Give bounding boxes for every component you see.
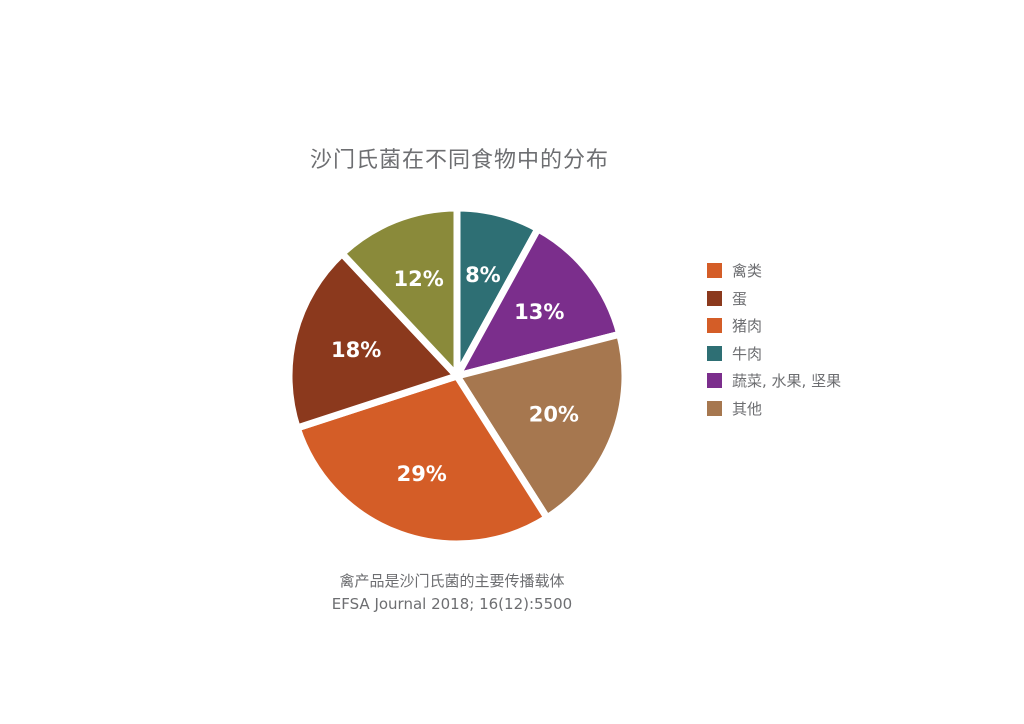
legend: 禽类蛋猪肉牛肉蔬菜, 水果, 坚果 其他 bbox=[707, 259, 841, 425]
chart-caption: 禽产品是沙门氏菌的主要传播载体 EFSA Journal 2018; 16(12… bbox=[290, 570, 614, 616]
legend-swatch bbox=[707, 400, 722, 416]
legend-label: 蔬菜, 水果, 坚果 bbox=[732, 372, 842, 391]
pie-slice-6 bbox=[338, 204, 461, 380]
pie-slice-label-3: 20% bbox=[529, 402, 579, 426]
legend-item-2: 蛋 bbox=[707, 287, 841, 310]
legend-swatch bbox=[707, 263, 722, 278]
legend-label: 禽类 bbox=[732, 262, 763, 280]
pie-slice-label-2: 13% bbox=[514, 300, 564, 324]
legend-label: 猪肉 bbox=[732, 317, 763, 336]
legend-item-3: 猪肉 bbox=[707, 314, 841, 337]
legend-swatch bbox=[707, 318, 722, 334]
legend-swatch bbox=[707, 290, 722, 306]
legend-label: 其他 bbox=[732, 399, 763, 418]
legend-item-1: 禽类 bbox=[707, 259, 841, 282]
pie-slice-5 bbox=[285, 250, 461, 432]
legend-swatch bbox=[707, 345, 722, 361]
caption-line-2: EFSA Journal 2018; 16(12):5500 bbox=[331, 595, 573, 613]
chart-title: 沙门氏菌在不同食物中的分布 bbox=[310, 148, 610, 173]
legend-swatch bbox=[707, 373, 722, 389]
pie-slice-label-6: 12% bbox=[394, 267, 444, 291]
pie-slice-4 bbox=[293, 372, 551, 548]
legend-label: 牛肉 bbox=[732, 344, 763, 363]
caption-line-1: 禽产品是沙门氏菌的主要传播载体 bbox=[339, 572, 565, 590]
pie-slice-label-4: 29% bbox=[397, 462, 447, 486]
pie-slice-label-1: 8% bbox=[465, 263, 501, 287]
legend-label: 蛋 bbox=[732, 289, 748, 308]
pie-slice-3 bbox=[453, 330, 629, 522]
pie-slice-label-5: 18% bbox=[331, 338, 381, 362]
legend-item-4: 牛肉 bbox=[707, 342, 841, 365]
pie-slice-2 bbox=[453, 225, 624, 380]
legend-item-5: 蔬菜, 水果, 坚果 bbox=[707, 369, 841, 392]
legend-item-6: 其他 bbox=[707, 397, 841, 420]
